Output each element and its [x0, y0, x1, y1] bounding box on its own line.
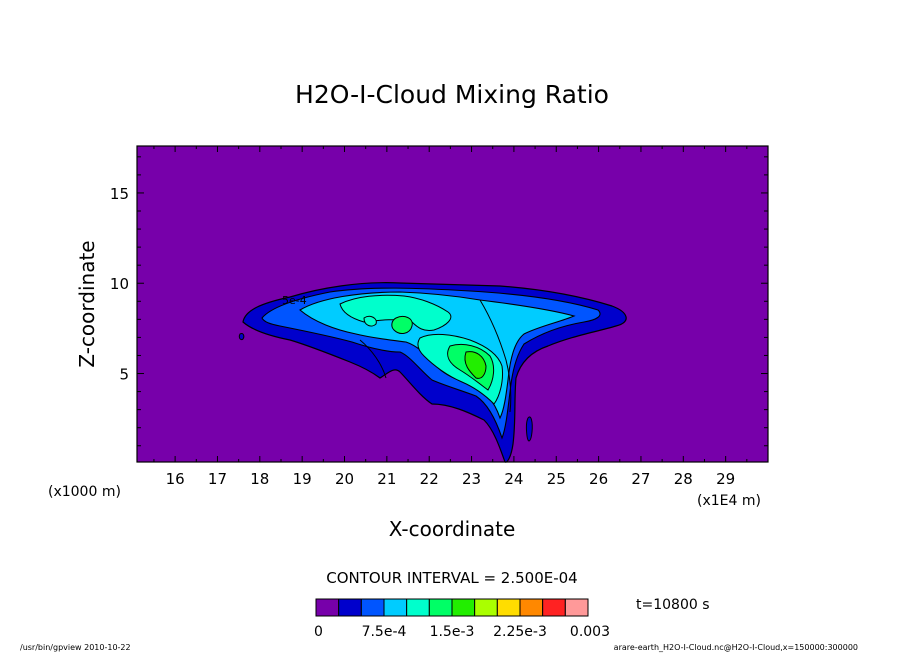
time-label: t=10800 s — [636, 597, 710, 613]
x-tick-label: 25 — [547, 470, 566, 488]
x-tick-label: 18 — [250, 470, 269, 488]
contour-fills — [238, 282, 627, 463]
colorbar-labels: 0 7.5e-4 1.5e-3 2.25e-3 0.003 — [314, 624, 610, 640]
colorbar-tick-label: 1.5e-3 — [430, 624, 475, 640]
colorbar-swatch — [519, 598, 544, 617]
x-axis: 16 17 18 19 20 21 22 23 24 25 26 27 28 29 — [153, 146, 748, 488]
chart-title: H2O-I-Cloud Mixing Ratio — [295, 80, 609, 109]
x-tick-label: 28 — [674, 470, 693, 488]
x-tick-label: 21 — [377, 470, 396, 488]
colorbar-swatch — [542, 598, 566, 617]
x-tick-label: 19 — [293, 470, 312, 488]
colorbar-swatch — [451, 598, 476, 617]
footer-left: /usr/bin/gpview 2010-10-22 — [20, 643, 131, 652]
colorbar-swatch — [474, 598, 498, 617]
colorbar-swatch — [383, 598, 408, 617]
x-tick-label: 22 — [420, 470, 439, 488]
y-axis: 5 10 15 — [110, 156, 768, 447]
contour-line-inner-2 — [359, 339, 387, 379]
colorbar-swatch — [428, 598, 453, 617]
contour-band-4 — [339, 294, 452, 331]
footer-right: arare-earth_H2O-I-Cloud.nc@H2O-I-Cloud,x… — [614, 643, 858, 652]
colorbar-swatch — [406, 598, 430, 617]
x-tick-label: 27 — [631, 470, 650, 488]
plot-frame — [136, 145, 769, 463]
colorbar-swatch — [315, 598, 340, 617]
colorbar-tick-label: 0 — [314, 624, 323, 640]
colorbar-swatch — [360, 598, 385, 617]
colorbar-swatch — [564, 598, 589, 617]
contour-island-2 — [525, 416, 533, 442]
contour-line-inner — [479, 299, 512, 413]
contour-island-3 — [238, 333, 245, 341]
x-unit-note: (x1E4 m) — [697, 493, 761, 509]
x-tick-label: 20 — [335, 470, 354, 488]
contour-band-5b — [391, 315, 413, 334]
colorbar-swatch — [338, 598, 362, 617]
colorbar-tick-label: 2.25e-3 — [493, 624, 547, 640]
x-axis-title: X-coordinate — [389, 517, 516, 541]
x-tick-label: 16 — [166, 470, 185, 488]
y-unit-note: (x1000 m) — [48, 484, 121, 500]
x-tick-label: 26 — [589, 470, 608, 488]
x-tick-label: 23 — [462, 470, 481, 488]
contour-inline-label: 5e-4 — [282, 294, 307, 307]
x-tick-label: 29 — [716, 470, 735, 488]
contour-island-1 — [363, 315, 377, 327]
x-tick-label: 24 — [504, 470, 523, 488]
contour-interval: CONTOUR INTERVAL = 2.500E-04 — [326, 569, 577, 587]
y-tick-label: 10 — [110, 275, 129, 293]
y-tick-label: 15 — [110, 185, 129, 203]
y-axis-title: Z-coordinate — [75, 240, 99, 367]
y-tick-label: 5 — [119, 366, 129, 384]
colorbar-tick-label: 7.5e-4 — [362, 624, 407, 640]
x-tick-label: 17 — [208, 470, 227, 488]
colorbar-swatch — [496, 598, 521, 617]
colorbar-tick-label: 0.003 — [570, 624, 610, 640]
colorbar — [315, 598, 589, 617]
contour-band-6 — [464, 351, 487, 379]
